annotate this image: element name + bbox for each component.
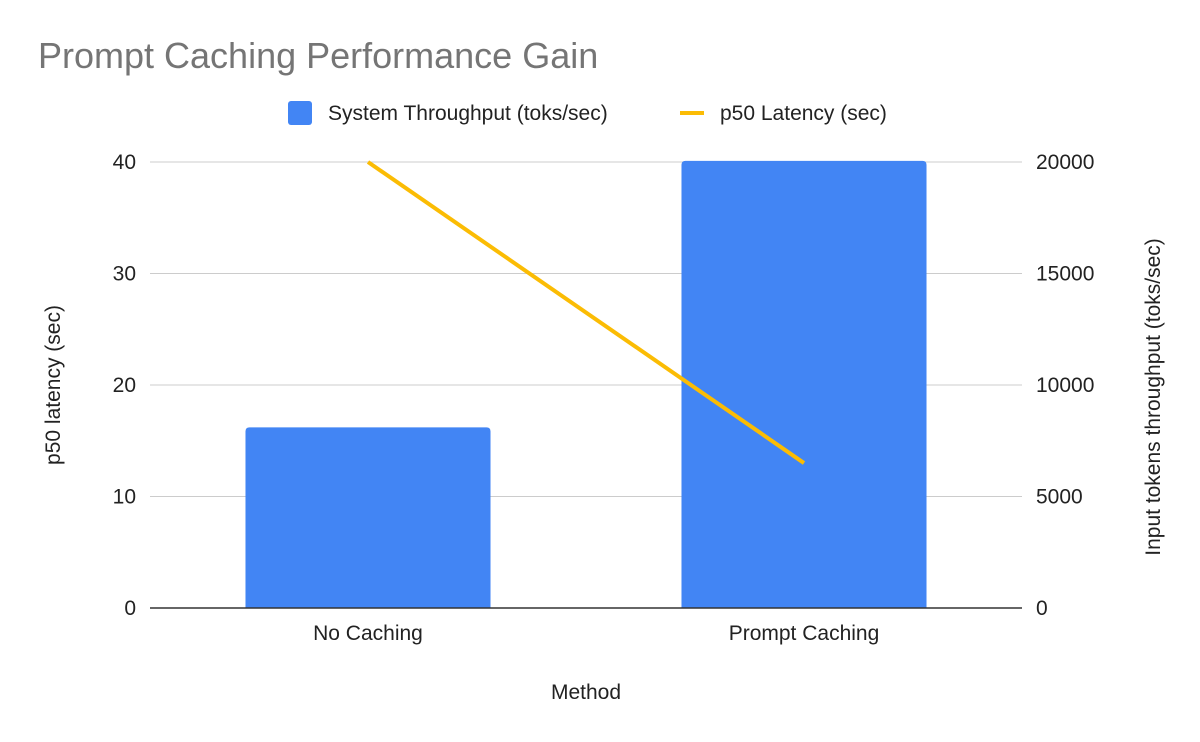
category-label: Prompt Caching — [729, 622, 880, 645]
bar — [681, 160, 927, 608]
legend-item-latency: p50 Latency (sec) — [680, 102, 887, 125]
left-tick-label: 0 — [124, 597, 136, 620]
left-tick-label: 40 — [113, 151, 136, 174]
right-tick-label: 10000 — [1036, 374, 1094, 397]
x-axis-title: Method — [551, 681, 621, 704]
bars — [245, 160, 927, 608]
y-axis-right-title: Input tokens throughput (toks/sec) — [1142, 238, 1165, 556]
right-tick-label: 0 — [1036, 597, 1048, 620]
legend: System Throughput (toks/sec) p50 Latency … — [288, 101, 887, 125]
category-labels: No Caching Prompt Caching — [313, 622, 879, 645]
left-axis-ticks: 0 10 20 30 40 — [113, 151, 136, 620]
bar — [245, 427, 491, 608]
legend-swatch-bar — [288, 101, 312, 125]
category-label: No Caching — [313, 622, 423, 645]
y-axis-left-title: p50 latency (sec) — [42, 305, 65, 465]
legend-label-throughput: System Throughput (toks/sec) — [328, 102, 608, 125]
right-tick-label: 20000 — [1036, 151, 1094, 174]
line-layer — [366, 160, 806, 465]
legend-label-latency: p50 Latency (sec) — [720, 102, 887, 125]
right-axis-ticks: 0 5000 10000 15000 20000 — [1036, 151, 1094, 620]
chart-title: Prompt Caching Performance Gain — [38, 35, 598, 76]
left-tick-label: 10 — [113, 486, 136, 509]
legend-item-throughput: System Throughput (toks/sec) — [288, 101, 608, 125]
left-tick-label: 30 — [113, 263, 136, 286]
right-tick-label: 15000 — [1036, 263, 1094, 286]
left-tick-label: 20 — [113, 374, 136, 397]
latency-line — [366, 160, 806, 465]
right-tick-label: 5000 — [1036, 486, 1083, 509]
